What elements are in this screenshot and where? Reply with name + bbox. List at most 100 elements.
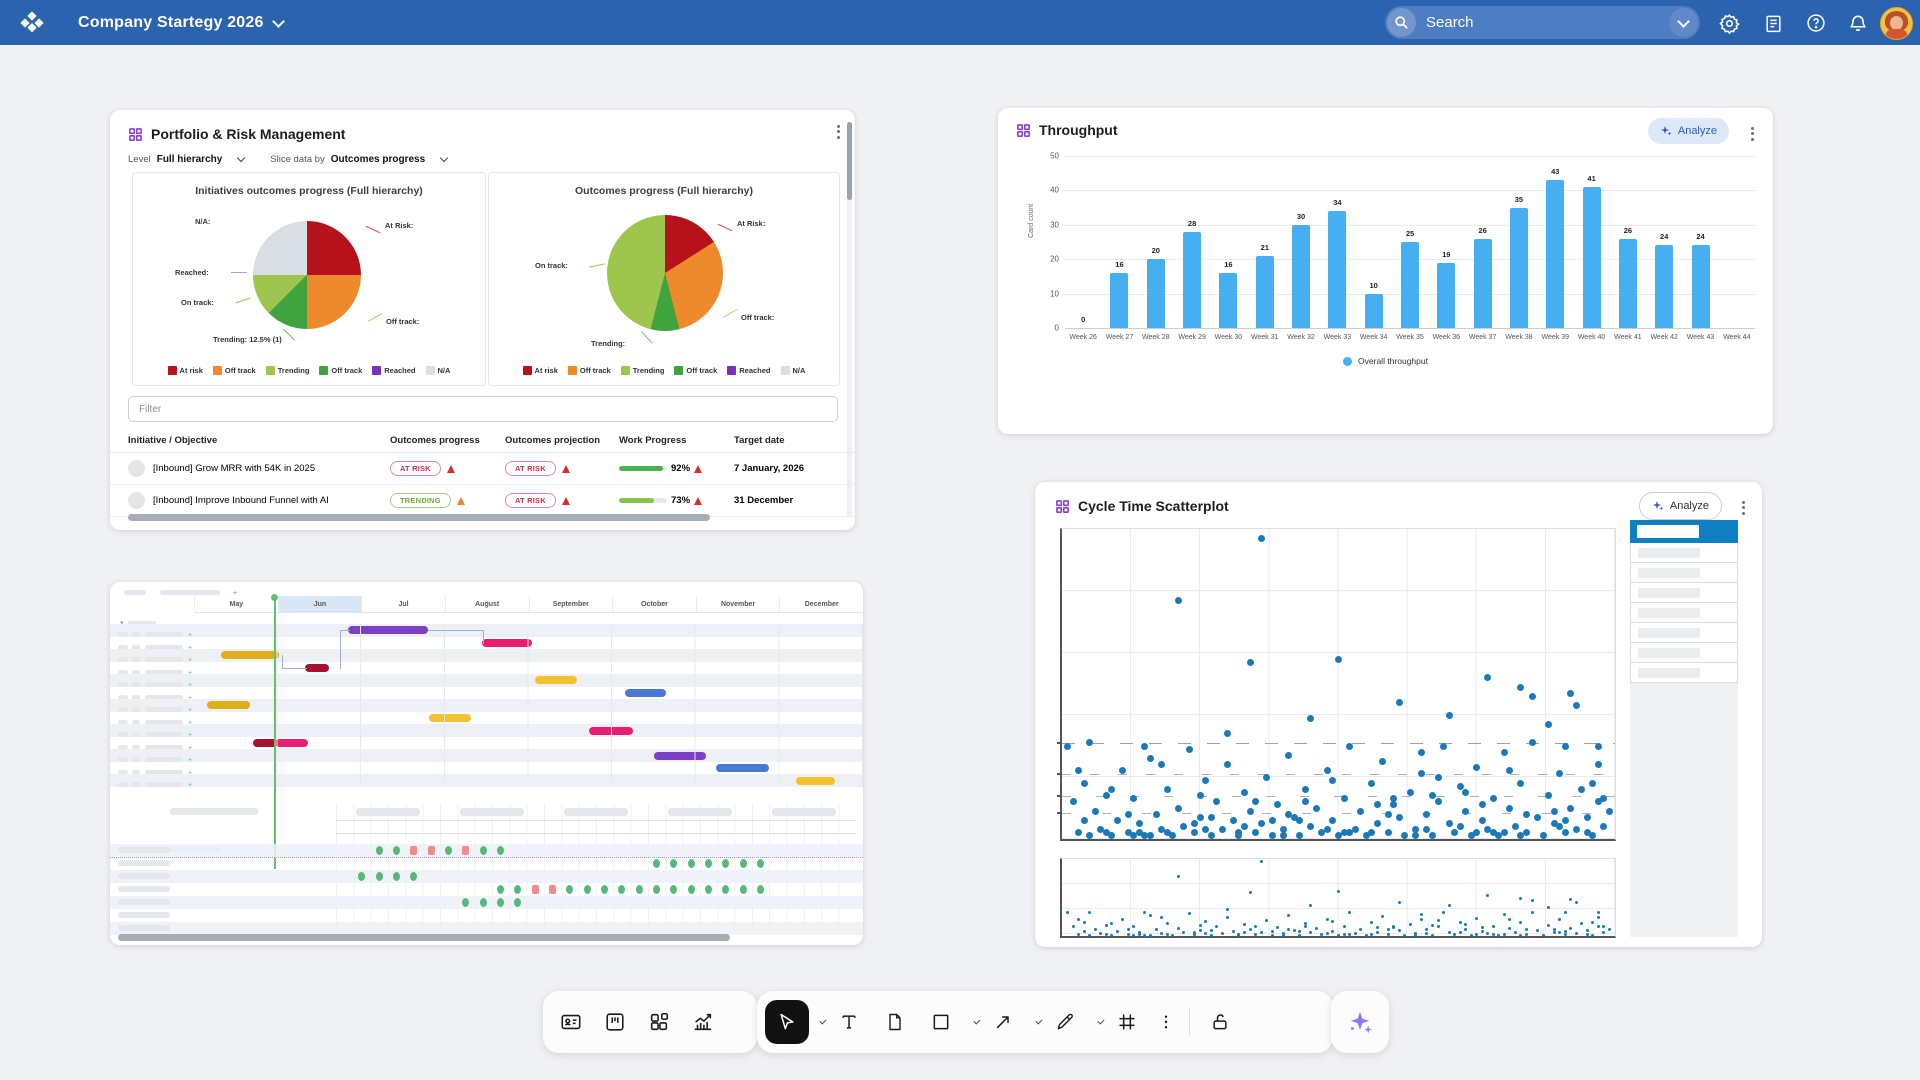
select-tool-chevron-icon[interactable] [811, 1000, 827, 1044]
horizontal-scrollbar[interactable] [118, 934, 730, 941]
shape-tool-chevron-icon[interactable] [965, 1000, 981, 1044]
table-filter-input[interactable] [128, 396, 838, 422]
timeline-month-header: May Jun Jul August September October November D… [194, 596, 863, 613]
scatter-point [1163, 829, 1171, 837]
pen-tool-icon[interactable] [1043, 1000, 1087, 1044]
analyze-button[interactable]: Analyze [1647, 118, 1729, 144]
analyze-label: Analyze [1677, 125, 1717, 137]
ai-sparkle-icon[interactable] [1338, 1000, 1382, 1044]
analytics-tool-icon[interactable] [681, 1000, 725, 1044]
kanban-tool-icon[interactable] [593, 1000, 637, 1044]
y-tick-label: 0 [1054, 323, 1059, 333]
slice-chevron-icon[interactable] [439, 153, 449, 163]
board-title-chevron-icon[interactable] [271, 14, 285, 28]
dot-grid-row[interactable] [110, 844, 863, 858]
side-table-row[interactable] [1630, 623, 1738, 643]
slice-select[interactable]: Outcomes progress [330, 154, 426, 165]
table-row[interactable]: [Inbound] Improve Inbound Funnel with AI… [110, 485, 855, 517]
throughput-bar [1509, 207, 1528, 328]
x-tick-label: Week 36 [1432, 334, 1461, 341]
bar-value-label: 24 [1696, 232, 1705, 242]
timeline-row[interactable]: + [110, 712, 863, 727]
side-table-row[interactable] [1630, 583, 1738, 603]
overview-point [1508, 917, 1512, 921]
side-table-row[interactable] [1630, 563, 1738, 583]
status-dot-green [704, 885, 712, 894]
side-table-row[interactable] [1630, 603, 1738, 623]
dot-grid-row[interactable] [110, 870, 863, 883]
settings-gear-icon[interactable] [1716, 10, 1742, 36]
timeline-row[interactable]: + [110, 762, 863, 777]
clipboard-icon[interactable] [1760, 10, 1786, 36]
widget-menu-button[interactable] [831, 122, 845, 140]
status-dot-green [618, 885, 626, 894]
cycle-time-widget[interactable]: Cycle Time Scatterplot Analyze [1035, 482, 1762, 947]
throughput-widget[interactable]: Throughput Analyze Card count 0 10 20 30 40 5… [998, 108, 1773, 434]
horizontal-scrollbar[interactable] [128, 514, 710, 521]
side-table-row[interactable] [1630, 663, 1738, 683]
timeline-widget[interactable]: + May Jun Jul August September October Novembe… [110, 582, 863, 945]
help-icon[interactable] [1803, 10, 1829, 36]
x-tick-label: Week 41 [1614, 334, 1642, 341]
board-title[interactable]: Company Startegy 2026 [78, 13, 264, 31]
card-tool-icon[interactable] [549, 1000, 593, 1044]
timeline-row[interactable]: + [110, 687, 863, 702]
cycle-time-overview-chart[interactable] [1060, 858, 1616, 938]
pen-tool-chevron-icon[interactable] [1089, 1000, 1105, 1044]
y-tick-label: 30 [1050, 220, 1059, 230]
overview-point [1458, 921, 1462, 925]
unlock-icon[interactable] [1198, 1000, 1242, 1044]
timeline-row[interactable]: + [110, 624, 863, 639]
overview-point [1425, 928, 1429, 932]
timeline-row[interactable]: + [110, 749, 863, 764]
status-dot-green [375, 872, 383, 881]
analyze-button[interactable]: Analyze [1638, 492, 1722, 520]
search-input[interactable]: Search [1385, 6, 1700, 39]
dot-grid-row[interactable] [110, 857, 863, 870]
dot-grid-row[interactable] [110, 922, 863, 935]
side-table-header[interactable] [1630, 520, 1738, 543]
legend-swatch [265, 366, 275, 375]
blocks-tool-icon[interactable] [637, 1000, 681, 1044]
level-select[interactable]: Full hierarchy [156, 154, 223, 165]
frame-tool-icon[interactable] [1105, 1000, 1149, 1044]
overview-point [1104, 932, 1108, 936]
dot-grid-row[interactable] [110, 909, 863, 922]
search-options-chevron-icon[interactable] [1669, 8, 1698, 37]
timeline-row[interactable]: + [110, 662, 863, 677]
user-avatar[interactable] [1880, 7, 1913, 40]
portfolio-risk-widget[interactable]: Portfolio & Risk Management Level Full h… [110, 110, 855, 530]
scatter-point [1318, 829, 1326, 837]
search-icon[interactable] [1387, 8, 1416, 37]
arrow-tool-chevron-icon[interactable] [1027, 1000, 1043, 1044]
timeline-row[interactable]: + [110, 774, 863, 789]
table-row[interactable]: [Inbound] Grow MRR with 54K in 2025 AT R… [110, 453, 855, 485]
timeline-row[interactable]: + [110, 737, 863, 752]
side-table-row[interactable] [1630, 543, 1738, 563]
arrow-tool-icon[interactable] [981, 1000, 1025, 1044]
timeline-row[interactable]: + [110, 674, 863, 689]
dot-grid-row[interactable] [110, 883, 863, 896]
overview-point [1342, 932, 1346, 936]
widget-menu-button[interactable] [1745, 124, 1759, 142]
overview-point [1254, 925, 1258, 929]
select-tool-icon[interactable] [765, 1000, 809, 1044]
notifications-bell-icon[interactable] [1845, 10, 1871, 36]
dot-grid-row[interactable] [110, 896, 863, 909]
overview-point [1281, 932, 1285, 936]
side-table-row[interactable] [1630, 643, 1738, 663]
vertical-scrollbar[interactable] [847, 122, 852, 518]
more-tools-icon[interactable] [1151, 1000, 1181, 1044]
level-chevron-icon[interactable] [237, 153, 246, 163]
widget-menu-button[interactable] [1736, 498, 1750, 516]
timeline-row[interactable]: + [110, 724, 863, 739]
overview-point [1585, 929, 1589, 933]
document-tool-icon[interactable] [873, 1000, 917, 1044]
text-tool-icon[interactable] [827, 1000, 871, 1044]
overview-point [1331, 919, 1335, 923]
timeline-row[interactable]: + [110, 637, 863, 652]
shape-tool-icon[interactable] [919, 1000, 963, 1044]
x-tick-label: Week 31 [1250, 334, 1279, 341]
scatter-point [1240, 789, 1248, 796]
